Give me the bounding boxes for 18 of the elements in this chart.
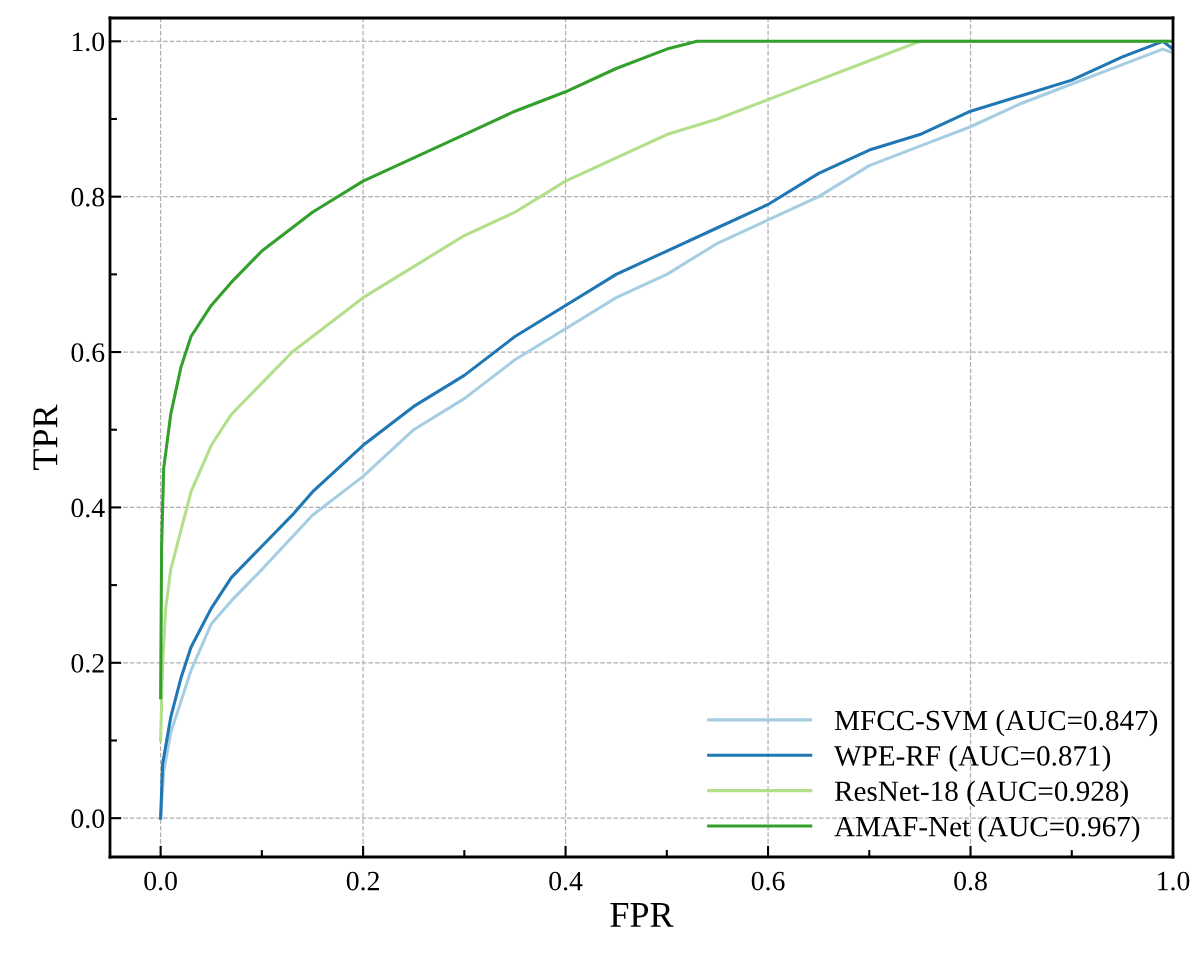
- x-tick-label: 1.0: [1158, 871, 1190, 891]
- x-axis-title: FPR: [610, 903, 674, 927]
- y-tick-label: 0.8: [71, 187, 105, 207]
- y-tick-label: 0.2: [71, 653, 104, 673]
- x-tick-label: 0.0: [144, 871, 177, 891]
- y-tick-label: 1.0: [72, 32, 105, 52]
- y-axis-title: TPR: [33, 404, 58, 470]
- x-tick-label: 0.6: [751, 871, 785, 891]
- legend-label: MFCC-SVM (AUC=0.847): [834, 709, 1158, 737]
- x-tick-label: 0.4: [549, 871, 583, 891]
- y-tick-label: 0.4: [71, 498, 105, 518]
- legend-label: AMAF-Net (AUC=0.967): [834, 815, 1140, 843]
- x-tick-label: 0.8: [954, 871, 987, 891]
- legend-label: ResNet-18 (AUC=0.928): [834, 780, 1128, 808]
- legend-label: WPE-RF (AUC=0.871): [834, 745, 1111, 772]
- y-tick-label: 0.0: [71, 809, 105, 829]
- y-tick-label: 0.6: [71, 343, 105, 363]
- x-tick-label: 0.2: [346, 871, 379, 891]
